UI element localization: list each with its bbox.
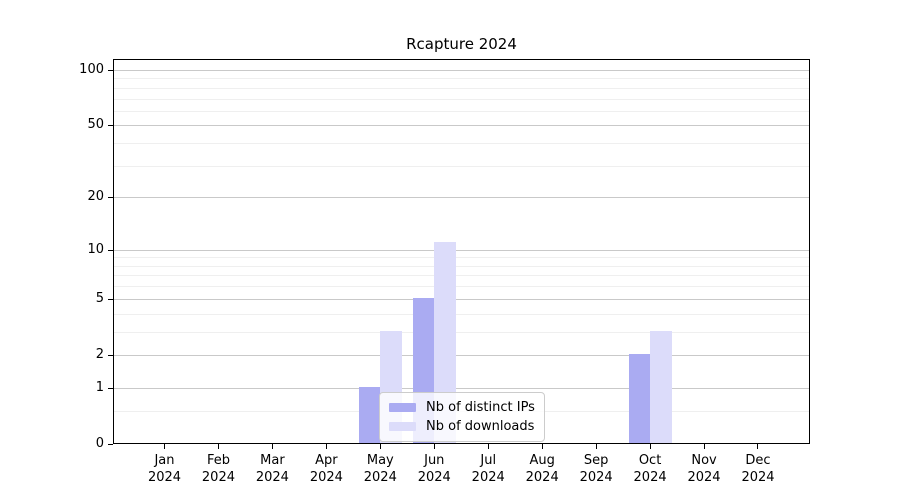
x-tick-month: Aug	[529, 453, 555, 468]
x-tick-month: Dec	[745, 453, 771, 468]
bar-downloads-Oct	[650, 330, 672, 443]
x-tick-month: Sep	[583, 453, 609, 468]
legend-label-distinct-ips: Nb of distinct IPs	[426, 400, 535, 415]
y-tick-label: 20	[87, 189, 104, 205]
y-tick-mark	[108, 249, 113, 251]
x-tick-label: Mar 2024	[232, 452, 312, 486]
x-tick-month: Jan	[154, 453, 175, 468]
x-tick-month: Mar	[260, 453, 285, 468]
y-tick-label: 50	[87, 117, 104, 133]
y-tick-mark	[108, 387, 113, 389]
x-tick-year: 2024	[363, 470, 397, 485]
x-tick-label: Feb 2024	[178, 452, 258, 486]
y-tick-mark	[108, 70, 113, 71]
gridline-minor	[114, 265, 809, 267]
x-tick-label: Sep 2024	[556, 452, 636, 486]
bar-distinct-ips-May	[358, 386, 381, 443]
legend-swatch-downloads-icon	[389, 422, 416, 431]
y-tick-mark	[108, 444, 113, 445]
y-tick-label: 10	[87, 241, 104, 257]
x-tick-year: 2024	[471, 470, 505, 485]
gridline-minor	[114, 257, 809, 259]
x-tick-year: 2024	[741, 470, 775, 485]
legend: Nb of distinct IPs Nb of downloads	[379, 392, 545, 442]
x-tick-mark	[325, 444, 327, 449]
y-tick-mark	[108, 125, 113, 127]
y-tick-label: 0	[95, 436, 104, 451]
x-tick-year: 2024	[579, 470, 613, 485]
y-tick-label: 2	[95, 346, 104, 362]
legend-item-distinct-ips: Nb of distinct IPs	[389, 398, 535, 417]
y-tick-mark	[108, 298, 113, 300]
x-tick-year: 2024	[417, 470, 451, 485]
gridline-major	[114, 249, 809, 251]
x-tick-label: May 2024	[340, 452, 420, 486]
x-tick-year: 2024	[147, 470, 182, 485]
gridline-minor	[114, 331, 809, 333]
gridline-minor	[114, 87, 809, 89]
x-tick-month: Jul	[480, 453, 497, 468]
gridline-minor	[114, 143, 809, 145]
x-tick-year: 2024	[201, 470, 235, 485]
gridline-minor	[114, 165, 809, 167]
x-tick-mark	[271, 444, 273, 449]
x-tick-mark	[487, 444, 489, 449]
gridline-major	[114, 298, 809, 300]
gridline-major	[114, 387, 809, 389]
y-tick-label: 100	[79, 62, 104, 77]
x-tick-month: May	[366, 453, 394, 468]
x-tick-label: Jan 2024	[125, 452, 205, 486]
x-tick-month: Feb	[206, 453, 230, 468]
x-tick-label: Aug 2024	[502, 452, 582, 486]
x-tick-month: Jun	[424, 453, 445, 468]
x-tick-year: 2024	[633, 470, 667, 485]
gridline-minor	[114, 275, 809, 277]
gridline-minor	[114, 98, 809, 100]
x-tick-mark	[164, 444, 165, 449]
gridline-minor	[114, 78, 809, 80]
x-tick-year: 2024	[255, 470, 289, 485]
x-tick-label: Jul 2024	[448, 452, 528, 486]
grid-layer	[114, 60, 809, 443]
gridline-minor	[114, 286, 809, 288]
gridline-minor	[114, 313, 809, 315]
y-tick-label: 1	[95, 379, 104, 395]
x-tick-label: Oct 2024	[610, 452, 690, 486]
gridline-minor	[114, 110, 809, 112]
x-tick-year: 2024	[309, 470, 343, 485]
x-tick-label: Nov 2024	[664, 452, 744, 486]
gridline-major	[114, 125, 809, 127]
y-tick-label: 5	[95, 290, 104, 306]
x-tick-month: Oct	[638, 453, 662, 468]
x-tick-mark	[757, 444, 759, 449]
legend-item-downloads: Nb of downloads	[389, 417, 535, 436]
x-tick-label: Jun 2024	[394, 452, 474, 486]
plot-area: Nb of distinct IPs Nb of downloads	[113, 59, 810, 444]
chart-title: Rcapture 2024	[406, 35, 517, 53]
gridline-major	[114, 197, 809, 199]
x-tick-mark	[649, 444, 651, 449]
x-tick-label: Dec 2024	[718, 452, 798, 486]
x-tick-mark	[379, 444, 381, 449]
bar-distinct-ips-Oct	[628, 353, 651, 443]
y-tick-mark	[108, 197, 113, 199]
x-tick-mark	[541, 444, 543, 449]
x-tick-year: 2024	[687, 470, 721, 485]
x-tick-month: Nov	[691, 453, 717, 468]
y-tick-mark	[108, 354, 113, 356]
x-tick-mark	[595, 444, 597, 449]
x-tick-mark	[433, 444, 435, 449]
x-tick-month: Apr	[315, 453, 338, 468]
gridline-major	[114, 354, 809, 356]
x-tick-mark	[703, 444, 705, 449]
legend-label-downloads: Nb of downloads	[426, 419, 535, 434]
gridline-major	[114, 70, 809, 71]
x-tick-label: Apr 2024	[286, 452, 366, 486]
x-tick-year: 2024	[525, 470, 559, 485]
x-tick-mark	[217, 444, 219, 449]
bars-layer	[114, 60, 809, 443]
legend-swatch-distinct-ips-icon	[389, 403, 416, 412]
